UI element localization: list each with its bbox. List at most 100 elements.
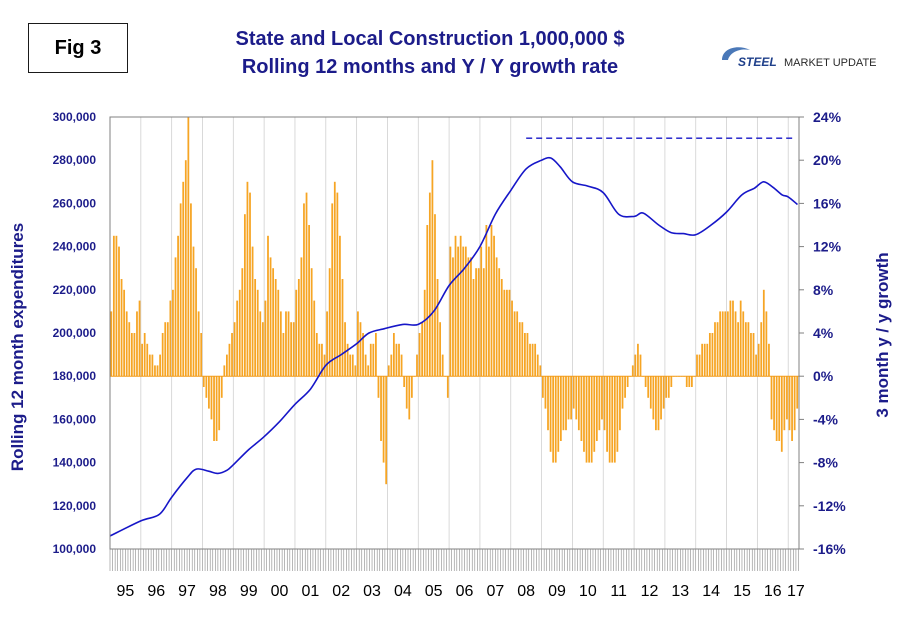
growth-bar — [205, 376, 208, 398]
growth-bar — [323, 354, 326, 377]
growth-bar — [729, 300, 732, 377]
growth-bar — [434, 214, 436, 377]
growth-bar — [649, 376, 652, 409]
growth-bar — [567, 376, 570, 420]
growth-bar — [125, 311, 128, 377]
growth-bar — [490, 225, 493, 377]
growth-bar — [744, 322, 747, 377]
growth-bar — [223, 365, 226, 377]
growth-bar — [652, 376, 655, 420]
growth-bar — [598, 376, 601, 431]
growth-bar — [706, 343, 709, 377]
growth-bar — [174, 257, 177, 377]
growth-bar — [282, 333, 285, 377]
growth-bar — [603, 376, 606, 431]
growth-bar — [184, 160, 187, 377]
growth-bar — [780, 376, 783, 452]
growth-bar — [208, 376, 210, 409]
left-tick-label: 160,000 — [53, 412, 97, 426]
x-year-label: 14 — [702, 583, 720, 600]
growth-bar — [315, 333, 318, 377]
growth-bar — [264, 300, 267, 377]
x-year-label: 97 — [178, 583, 196, 600]
x-year-label: 03 — [363, 583, 381, 600]
growth-bar — [698, 354, 701, 377]
growth-bar — [655, 376, 657, 431]
growth-bar — [236, 300, 239, 377]
growth-bar — [277, 289, 280, 377]
growth-bar — [439, 322, 442, 377]
right-tick-label: 20% — [813, 152, 842, 168]
growth-bar — [303, 203, 305, 377]
growth-bar — [341, 279, 344, 377]
x-year-label: 17 — [787, 583, 805, 600]
growth-bar — [292, 322, 295, 377]
growth-bar — [557, 376, 560, 452]
growth-bar — [554, 376, 557, 463]
growth-bar — [408, 376, 411, 420]
growth-bar — [246, 181, 249, 377]
left-tick-label: 280,000 — [53, 153, 97, 167]
x-year-label: 12 — [641, 583, 659, 600]
growth-bar — [750, 333, 752, 377]
x-year-label: 10 — [579, 583, 597, 600]
growth-bar — [179, 203, 182, 377]
rolling-12-month-line — [109, 156, 799, 537]
growth-bar — [328, 268, 331, 377]
x-axis-labels: 95 96 97 98 99 00 01 02 03 04 05 06 07 08 09 10 11 12 13 14… — [117, 583, 805, 600]
growth-bar — [272, 268, 275, 377]
growth-bar — [721, 311, 724, 377]
growth-bar — [385, 376, 388, 485]
growth-bar — [295, 289, 298, 377]
growth-bar — [259, 311, 262, 377]
growth-bar — [637, 343, 639, 377]
vertical-gridlines — [140, 117, 789, 549]
growth-bar — [202, 376, 205, 387]
left-tick-label: 300,000 — [53, 110, 97, 124]
growth-bar — [616, 376, 619, 452]
right-tick-label: 0% — [813, 368, 834, 384]
growth-bar — [644, 376, 647, 387]
growth-bar — [565, 376, 567, 431]
growth-bar — [192, 246, 195, 377]
growth-bar — [536, 354, 539, 377]
growth-bar — [449, 246, 452, 377]
growth-bar — [305, 192, 308, 377]
growth-bar — [539, 365, 542, 377]
left-tick-label: 260,000 — [53, 196, 97, 210]
growth-bar — [534, 343, 537, 377]
growth-bar — [670, 376, 673, 387]
growth-bar — [457, 246, 459, 377]
right-tick-label: -8% — [813, 455, 838, 471]
growth-bar — [549, 376, 552, 452]
x-year-label: 09 — [548, 583, 566, 600]
growth-bar — [482, 268, 485, 377]
growth-bar — [498, 268, 501, 377]
growth-bar — [595, 376, 598, 441]
growth-bar — [485, 225, 488, 377]
growth-bar — [747, 322, 750, 377]
growth-bar — [796, 376, 799, 409]
growth-bar — [657, 376, 660, 431]
growth-bar — [662, 376, 665, 409]
growth-bar — [172, 289, 174, 377]
chart-title-line-1: State and Local Construction 1,000,000 $ — [235, 28, 625, 50]
growth-bar — [631, 365, 634, 377]
growth-bar — [773, 376, 775, 431]
growth-bar — [220, 376, 223, 398]
x-axis-tick-marks — [109, 549, 799, 571]
growth-bar — [218, 376, 221, 431]
left-tick-label: 220,000 — [53, 283, 97, 297]
growth-bar — [308, 225, 310, 377]
growth-bar — [518, 322, 521, 377]
growth-bar — [377, 376, 380, 398]
x-year-label: 05 — [425, 583, 443, 600]
growth-bar — [416, 354, 418, 377]
left-axis-ticks: 300,000 280,000 260,000 240,000 220,000 200,0… — [53, 110, 97, 556]
growth-bar — [588, 376, 591, 463]
growth-bar — [541, 376, 544, 398]
growth-bar — [524, 333, 526, 377]
x-year-label: 04 — [394, 583, 412, 600]
growth-bar — [233, 322, 236, 377]
growth-bar — [708, 333, 711, 377]
